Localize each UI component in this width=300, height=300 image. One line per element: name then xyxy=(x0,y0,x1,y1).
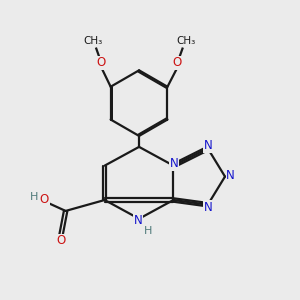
Text: H: H xyxy=(30,193,38,202)
Text: N: N xyxy=(226,169,235,182)
Text: N: N xyxy=(134,214,143,227)
Text: CH₃: CH₃ xyxy=(83,36,103,46)
Text: N: N xyxy=(204,140,213,152)
Text: O: O xyxy=(173,56,182,69)
Text: O: O xyxy=(40,193,49,206)
Text: N: N xyxy=(204,201,213,214)
Text: N: N xyxy=(170,157,178,170)
Text: CH₃: CH₃ xyxy=(176,36,195,46)
Text: O: O xyxy=(56,234,66,247)
Text: O: O xyxy=(97,56,106,69)
Text: H: H xyxy=(144,226,152,236)
